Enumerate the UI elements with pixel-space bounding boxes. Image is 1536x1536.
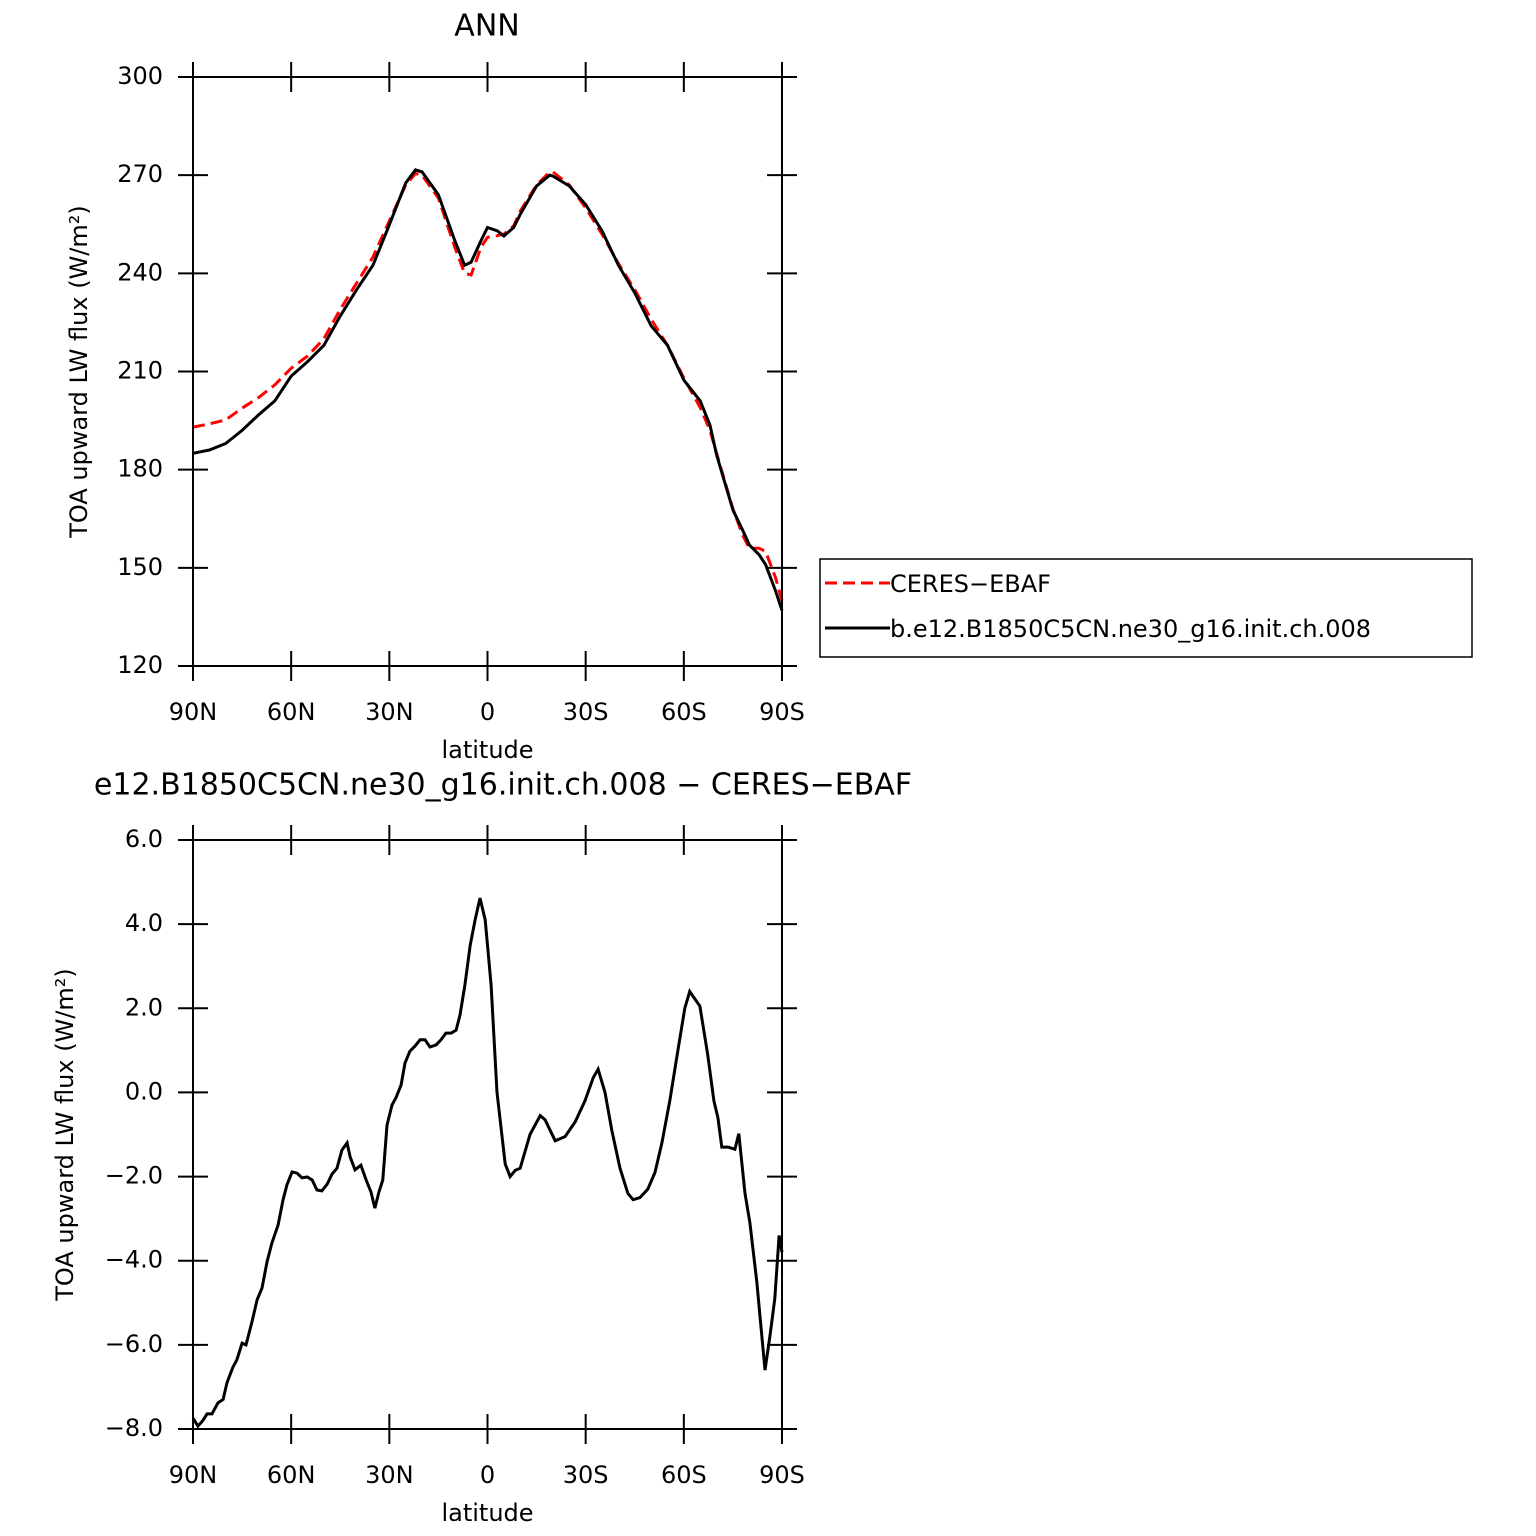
x-axis-label: latitude bbox=[441, 736, 533, 764]
y-axis-label: TOA upward LW flux (W/m²) bbox=[51, 968, 79, 1302]
x-tick-label: 90N bbox=[169, 698, 218, 726]
x-tick-label: 90S bbox=[759, 698, 805, 726]
x-tick-label: 60N bbox=[267, 698, 316, 726]
y-axis-label: TOA upward LW flux (W/m²) bbox=[65, 205, 93, 539]
x-tick-label: 0 bbox=[480, 698, 495, 726]
x-tick-label: 30N bbox=[365, 1461, 414, 1489]
y-tick-label: 300 bbox=[117, 62, 163, 90]
y-tick-label: −4.0 bbox=[105, 1246, 163, 1274]
x-tick-label: 0 bbox=[480, 1461, 495, 1489]
plot-frame bbox=[192, 839, 783, 1430]
legend-label: CERES−EBAF bbox=[890, 570, 1051, 598]
chart-title: ANN bbox=[454, 9, 519, 44]
data-line bbox=[192, 170, 784, 602]
x-axis-label: latitude bbox=[441, 1499, 533, 1527]
x-tick-label: 30N bbox=[365, 698, 414, 726]
legend-box bbox=[819, 558, 1473, 658]
y-tick-label: −6.0 bbox=[105, 1330, 163, 1358]
y-tick-label: −8.0 bbox=[105, 1414, 163, 1442]
plot-frame bbox=[192, 76, 783, 667]
x-tick-label: 60S bbox=[661, 698, 707, 726]
x-tick-label: 60N bbox=[267, 1461, 316, 1489]
legend-label: b.e12.B1850C5CN.ne30_g16.init.ch.008 bbox=[890, 615, 1371, 643]
y-tick-label: 6.0 bbox=[125, 825, 163, 853]
x-tick-label: 30S bbox=[563, 1461, 609, 1489]
y-tick-label: −2.0 bbox=[105, 1162, 163, 1190]
x-tick-label: 90S bbox=[759, 1461, 805, 1489]
x-tick-label: 30S bbox=[563, 698, 609, 726]
y-tick-label: 0.0 bbox=[125, 1077, 163, 1105]
y-tick-label: 240 bbox=[117, 258, 163, 286]
x-tick-label: 90N bbox=[169, 1461, 218, 1489]
x-tick-label: 60S bbox=[661, 1461, 707, 1489]
y-tick-label: 2.0 bbox=[125, 993, 163, 1021]
y-tick-label: 270 bbox=[117, 160, 163, 188]
y-tick-label: 180 bbox=[117, 455, 163, 483]
y-tick-label: 210 bbox=[117, 357, 163, 385]
y-tick-label: 150 bbox=[117, 553, 163, 581]
y-tick-label: 120 bbox=[117, 651, 163, 679]
chart-title: e12.B1850C5CN.ne30_g16.init.ch.008 − CER… bbox=[94, 768, 912, 803]
y-tick-label: 4.0 bbox=[125, 909, 163, 937]
data-line bbox=[192, 168, 784, 611]
data-line bbox=[191, 897, 784, 1429]
